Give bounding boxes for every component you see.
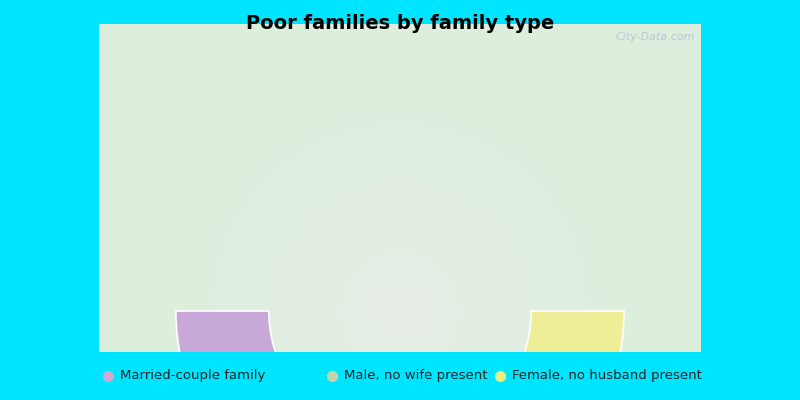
Text: Married-couple family: Married-couple family (120, 370, 266, 382)
Circle shape (383, 294, 417, 328)
Text: City-Data.com: City-Data.com (616, 32, 695, 42)
Text: Male, no wife present: Male, no wife present (344, 370, 487, 382)
Wedge shape (459, 311, 624, 400)
Circle shape (398, 308, 402, 314)
Circle shape (355, 266, 445, 356)
Text: Female, no husband present: Female, no husband present (512, 370, 702, 382)
Wedge shape (176, 311, 435, 400)
Circle shape (341, 252, 459, 370)
Circle shape (369, 280, 431, 342)
Text: Poor families by family type: Poor families by family type (246, 14, 554, 33)
